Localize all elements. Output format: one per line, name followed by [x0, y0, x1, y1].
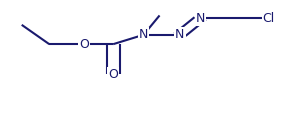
Text: Cl: Cl	[262, 12, 275, 25]
Text: N: N	[139, 28, 148, 41]
Text: N: N	[175, 28, 185, 41]
Text: N: N	[195, 12, 205, 25]
Text: O: O	[108, 68, 118, 81]
Text: O: O	[79, 38, 89, 51]
